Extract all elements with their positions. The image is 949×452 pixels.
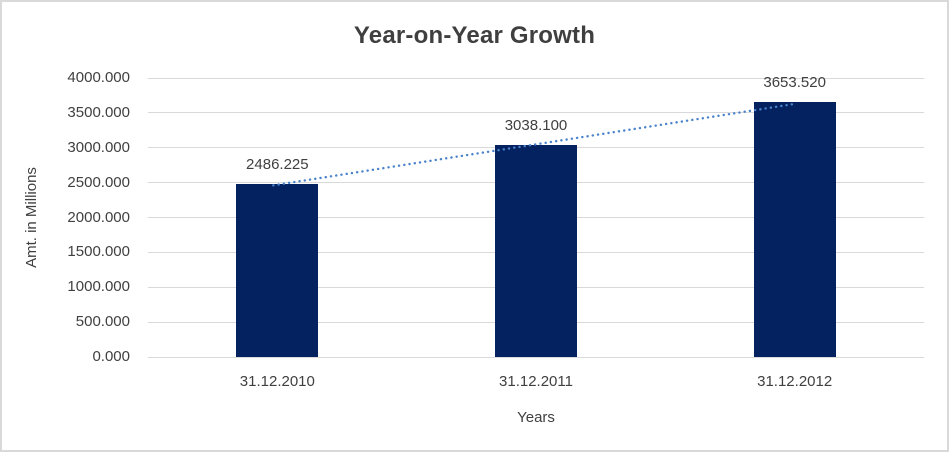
- bar-31.12.2012: [753, 102, 836, 357]
- x-axis-tick-label: 31.12.2012: [757, 373, 833, 390]
- x-axis-tick-label: 31.12.2011: [499, 373, 573, 390]
- plot-area: 2486.225 3038.100 3653.520: [148, 74, 924, 358]
- bar-value-label: 3653.520: [763, 74, 826, 92]
- y-axis-tick-label: 2500.000: [67, 173, 130, 191]
- bar-31.12.2011: [495, 145, 577, 357]
- bar-value-label: 3038.100: [504, 117, 568, 135]
- x-axis-title: Years: [517, 409, 555, 426]
- bar-value-label: 2486.225: [246, 155, 309, 173]
- x-axis-tick-label: 31.12.2010: [239, 373, 315, 390]
- gridline: [148, 77, 924, 79]
- trendline: [272, 102, 796, 187]
- gridline: [148, 112, 924, 114]
- y-axis-tick-label: 2000.000: [67, 208, 130, 226]
- y-axis-tick-label: 1000.000: [67, 278, 130, 296]
- y-axis-tick-label: 500.000: [75, 313, 130, 331]
- y-axis-tick-label: 1500.000: [67, 243, 130, 261]
- y-axis-tick-label: 0.000: [92, 348, 130, 365]
- y-axis-tick-label: 4000.000: [67, 69, 130, 86]
- chart-title: Year-on-Year Growth: [353, 22, 596, 49]
- y-axis-tick-label: 3500.000: [67, 103, 130, 121]
- gridline: [148, 356, 924, 358]
- y-axis-tick-label: 3000.000: [67, 138, 130, 156]
- bar-31.12.2010: [236, 183, 319, 357]
